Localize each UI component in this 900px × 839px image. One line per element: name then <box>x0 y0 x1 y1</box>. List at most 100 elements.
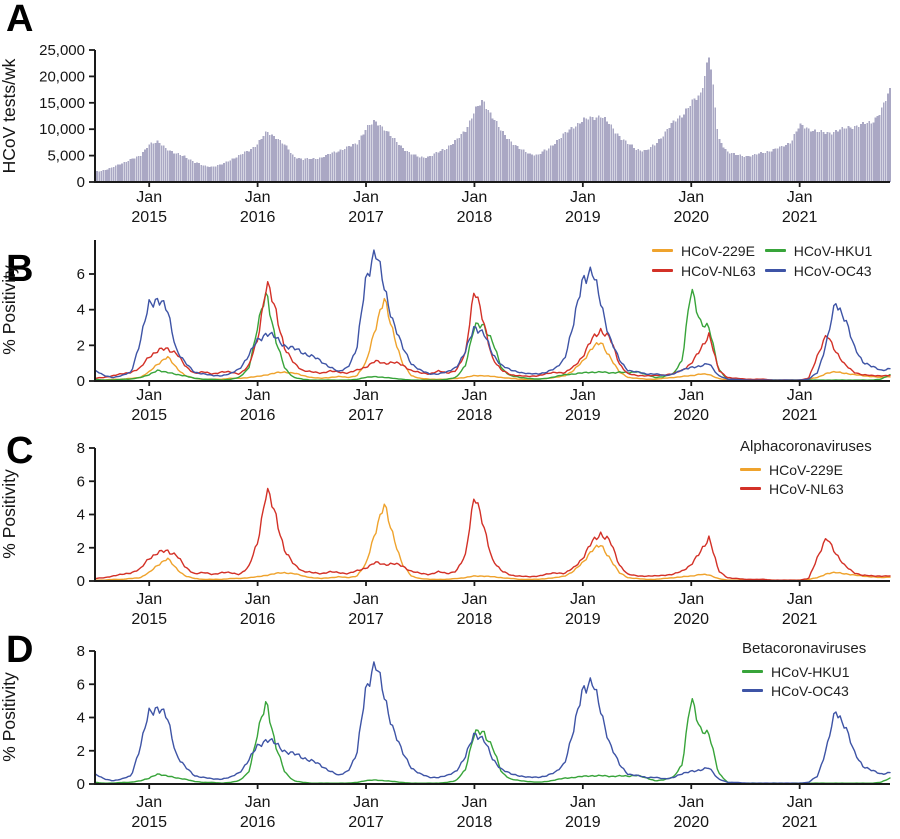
x-tick-year-label: 2020 <box>673 209 709 226</box>
x-tick-month-label: Jan <box>462 794 488 811</box>
legend-item-hcov-hku1: HCoV-HKU1 <box>742 662 866 681</box>
x-tick-year-label: 2016 <box>240 407 276 424</box>
hcov-229e-line <box>94 503 891 581</box>
hcov-nl63-line-swatch-icon <box>740 487 761 490</box>
x-tick-year-label: 2015 <box>131 209 167 226</box>
x-tick-month-label: Jan <box>136 591 162 608</box>
legend-label: HCoV-NL63 <box>769 480 844 497</box>
x-tick-year-label: 2021 <box>782 611 818 628</box>
legend-item-hcov-nl63: HCoV-NL63 <box>652 261 756 280</box>
x-tick-year-label: 2019 <box>565 209 601 226</box>
hcov-229e-line <box>94 297 891 381</box>
x-tick-month-label: Jan <box>353 189 379 206</box>
x-tick-year-label: 2015 <box>131 407 167 424</box>
x-tick-month-label: Jan <box>462 591 488 608</box>
x-tick-month-label: Jan <box>570 387 596 404</box>
panel-a-plot: 0 5,000 10,000 15,000 20,000 25,000 Jan 2015 Jan… <box>39 42 891 226</box>
hcov-oc43-line-swatch-icon <box>764 269 786 272</box>
y-tick-label: 4 <box>77 302 85 319</box>
x-tick-month-label: Jan <box>136 387 162 404</box>
legend-panel-d: Betacoronaviruses HCoV-HKU1 HCoV-OC43 <box>742 640 866 700</box>
y-tick-label: 4 <box>77 710 85 727</box>
x-tick-month-label: Jan <box>353 794 379 811</box>
x-tick-month-label: Jan <box>787 591 813 608</box>
hcov-hku1-line-swatch-icon <box>764 249 786 252</box>
panel-d-label: D <box>6 629 33 671</box>
panel-c-ylabel: % Positivity <box>0 469 19 559</box>
y-tick-label: 6 <box>77 266 85 283</box>
x-tick-year-label: 2021 <box>782 209 818 226</box>
x-tick-year-label: 2017 <box>348 209 384 226</box>
x-tick-month-label: Jan <box>678 387 704 404</box>
x-tick-month-label: Jan <box>462 387 488 404</box>
y-tick-label: 6 <box>77 473 85 490</box>
legend-panel-b: HCoV-229E HCoV-NL63 HCoV-HKU1 HCoV-OC43 <box>652 241 872 281</box>
panel-b-label: B <box>6 248 33 290</box>
legend-label: HCoV-NL63 <box>681 262 756 279</box>
x-tick-month-label: Jan <box>462 189 488 206</box>
x-tick-month-label: Jan <box>353 387 379 404</box>
y-tick-label: 2 <box>77 743 85 760</box>
x-tick-month-label: Jan <box>678 189 704 206</box>
y-tick-label: 20,000 <box>39 68 85 85</box>
legend-panel-c: Alphacoronaviruses HCoV-229E HCoV-NL63 <box>740 438 872 498</box>
x-tick-month-label: Jan <box>787 387 813 404</box>
x-tick-month-label: Jan <box>570 794 596 811</box>
x-tick-month-label: Jan <box>353 591 379 608</box>
hcov-hku1-line <box>94 698 891 784</box>
y-tick-label: 0 <box>77 373 85 390</box>
x-tick-month-label: Jan <box>136 189 162 206</box>
x-tick-year-label: 2018 <box>457 814 493 831</box>
x-tick-year-label: 2018 <box>457 209 493 226</box>
panel-a-label: A <box>6 0 33 40</box>
y-tick-label: 10,000 <box>39 121 85 138</box>
legend-item-hcov-oc43: HCoV-OC43 <box>742 681 866 700</box>
y-tick-label: 4 <box>77 507 85 524</box>
x-tick-month-label: Jan <box>787 794 813 811</box>
x-tick-year-label: 2019 <box>565 814 601 831</box>
legend-label: HCoV-HKU1 <box>771 663 850 680</box>
x-tick-year-label: 2018 <box>457 611 493 628</box>
legend-title-betacoronaviruses: Betacoronaviruses <box>742 640 867 657</box>
panel-b-ylabel: % Positivity <box>0 265 19 355</box>
x-tick-year-label: 2021 <box>782 407 818 424</box>
y-tick-label: 5,000 <box>47 148 85 165</box>
panel-c-plot: 0 2 4 6 8 Jan 2015 Jan 2016 Jan 2017 Jan 2018 Jan 2019… <box>77 440 891 628</box>
x-tick-year-label: 2021 <box>782 814 818 831</box>
x-tick-year-label: 2019 <box>565 611 601 628</box>
x-tick-year-label: 2017 <box>348 611 384 628</box>
x-tick-month-label: Jan <box>678 591 704 608</box>
x-tick-year-label: 2019 <box>565 407 601 424</box>
plots-layer: 0 5,000 10,000 15,000 20,000 25,000 Jan 2015 Jan… <box>39 42 891 831</box>
x-tick-month-label: Jan <box>787 189 813 206</box>
x-tick-year-label: 2015 <box>131 814 167 831</box>
x-tick-month-label: Jan <box>245 591 271 608</box>
legend-item-hcov-nl63: HCoV-NL63 <box>740 479 872 498</box>
hcov-229e-line-swatch-icon <box>652 249 673 252</box>
x-tick-year-label: 2020 <box>673 611 709 628</box>
x-tick-month-label: Jan <box>245 387 271 404</box>
y-tick-label: 6 <box>77 676 85 693</box>
hcov-nl63-line-swatch-icon <box>652 269 673 272</box>
y-tick-label: 15,000 <box>39 95 85 112</box>
y-tick-label: 8 <box>77 440 85 457</box>
panel-c-label: C <box>6 430 33 472</box>
panel-d-plot: 0 2 4 6 8 Jan 2015 Jan 2016 Jan 2017 Jan 2018 Jan 2019… <box>77 643 891 831</box>
hcov-nl63-line <box>94 487 891 581</box>
x-tick-month-label: Jan <box>570 189 596 206</box>
x-tick-year-label: 2020 <box>673 407 709 424</box>
legend-label: HCoV-HKU1 <box>793 242 873 259</box>
legend-title-alphacoronaviruses: Alphacoronaviruses <box>740 438 872 455</box>
hcov-hku1-line-swatch-icon <box>742 670 763 673</box>
y-tick-label: 8 <box>77 643 85 660</box>
x-tick-month-label: Jan <box>245 794 271 811</box>
x-tick-year-label: 2020 <box>673 814 709 831</box>
hcov-nl63-line <box>94 281 891 381</box>
legend-item-hcov-229e: HCoV-229E <box>740 460 872 479</box>
x-tick-year-label: 2017 <box>348 407 384 424</box>
y-tick-label: 0 <box>77 776 85 793</box>
x-tick-year-label: 2016 <box>240 814 276 831</box>
x-tick-month-label: Jan <box>570 591 596 608</box>
tests-per-week-bars <box>94 57 891 183</box>
